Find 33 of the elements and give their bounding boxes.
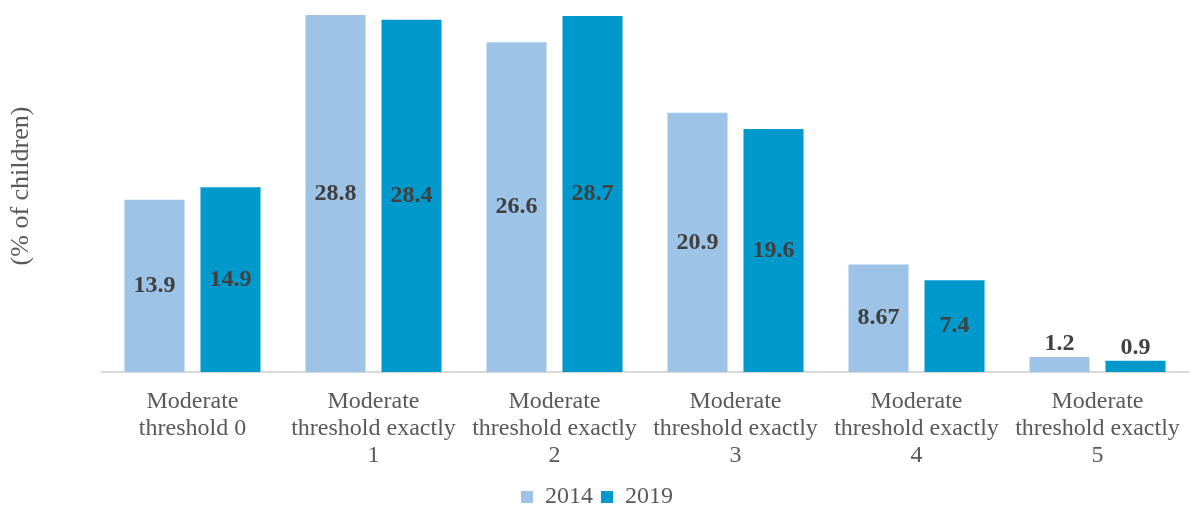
bar — [486, 42, 547, 372]
x-tick-label: Moderate threshold exactly 1 — [291, 386, 456, 467]
x-tick-label: Moderate threshold exactly 3 — [653, 386, 818, 467]
data-label: 13.9 — [133, 271, 176, 298]
bar — [124, 199, 185, 372]
data-label: 28.7 — [571, 179, 614, 206]
data-label: 14.9 — [209, 264, 252, 291]
data-label: 19.6 — [752, 235, 795, 262]
bar — [200, 187, 261, 372]
data-label: 0.9 — [1120, 333, 1151, 360]
data-label: 8.67 — [857, 303, 900, 330]
legend-label: 2014 — [545, 482, 593, 509]
data-label: 20.9 — [676, 227, 719, 254]
data-label: 28.4 — [390, 181, 433, 208]
x-tick-label: Moderate threshold exactly 4 — [834, 386, 999, 467]
data-label: 26.6 — [495, 192, 538, 219]
data-label: 7.4 — [939, 311, 970, 338]
legend-label: 2019 — [625, 482, 673, 509]
bar — [1029, 357, 1090, 372]
bar — [562, 16, 623, 372]
y-axis-title: (% of children) — [5, 106, 35, 266]
bar — [848, 264, 909, 372]
bar — [924, 280, 985, 372]
x-tick-label: Moderate threshold exactly 5 — [1015, 386, 1180, 467]
bar — [305, 14, 366, 372]
data-label: 1.2 — [1044, 329, 1075, 356]
bar — [381, 19, 442, 372]
bar — [1105, 360, 1166, 372]
x-tick-label: Moderate threshold exactly 2 — [472, 386, 637, 467]
x-tick-label: Moderate threshold 0 — [138, 386, 247, 440]
bar — [667, 112, 728, 372]
data-label: 28.8 — [314, 178, 357, 205]
bar — [743, 128, 804, 372]
